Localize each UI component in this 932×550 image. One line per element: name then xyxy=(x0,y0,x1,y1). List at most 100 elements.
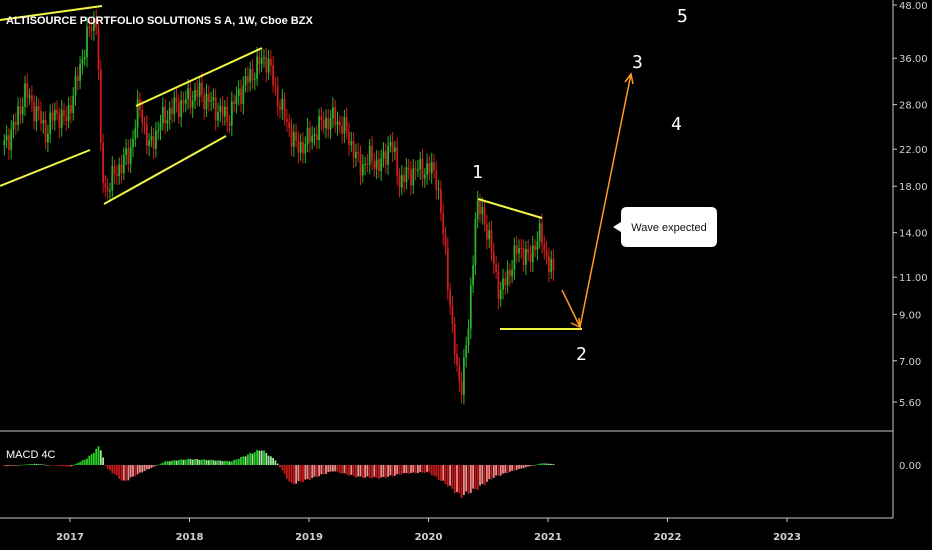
candle-body xyxy=(214,97,217,121)
candle-body xyxy=(58,113,61,129)
macd-bar xyxy=(550,463,553,465)
macd-bar xyxy=(336,465,339,472)
macd-bar xyxy=(320,465,323,475)
macd-bar xyxy=(281,465,284,471)
candle-body xyxy=(334,107,337,126)
time-axis[interactable]: 2017 2018 2019 2020 2021 2022 2023 xyxy=(56,518,801,543)
macd-bar xyxy=(488,465,491,480)
macd-bar xyxy=(396,465,399,475)
macd-bar xyxy=(380,465,383,478)
macd-bar xyxy=(70,465,72,467)
candle-body xyxy=(552,259,555,271)
macd-bar xyxy=(511,465,513,471)
candle-body xyxy=(518,247,520,254)
candle-body xyxy=(247,76,249,83)
candle-body xyxy=(226,106,229,122)
candle-body xyxy=(258,56,261,64)
candle-body xyxy=(37,106,40,111)
candle-body xyxy=(359,153,362,176)
macd-bar xyxy=(28,464,31,465)
macd-bar xyxy=(26,464,29,465)
candle-body xyxy=(511,269,513,277)
candle-body xyxy=(72,95,75,113)
macd-bar xyxy=(189,459,192,465)
candle-body xyxy=(352,141,355,158)
candle-body xyxy=(288,121,291,129)
candle-body xyxy=(178,102,180,117)
macd-bar xyxy=(451,465,454,489)
candle-body xyxy=(297,140,300,153)
candle-body xyxy=(198,82,201,97)
candle-body xyxy=(534,245,536,250)
macd-bar xyxy=(322,465,325,475)
macd-bar xyxy=(302,465,304,483)
candle-body xyxy=(430,162,433,174)
macd-bar xyxy=(329,465,332,472)
macd-bar xyxy=(212,460,215,465)
macd-bar xyxy=(341,465,343,474)
price-tick-label: 7.00 xyxy=(899,357,921,368)
candle-body xyxy=(548,256,550,273)
macd-bar xyxy=(118,465,121,479)
candle-body xyxy=(83,57,86,59)
candle-body xyxy=(483,206,486,225)
macd-bar xyxy=(35,463,38,465)
macd-bar xyxy=(297,465,300,481)
candle-body xyxy=(28,95,31,98)
candle-body xyxy=(320,116,323,121)
candle-body xyxy=(423,174,426,179)
macd-bar xyxy=(458,465,461,494)
macd-bar xyxy=(134,465,137,477)
candle-body xyxy=(166,120,169,124)
candle-body xyxy=(240,88,242,104)
time-tick-label: 2023 xyxy=(773,532,801,543)
macd-bar xyxy=(311,465,314,479)
macd-bar xyxy=(191,459,194,465)
candle-body xyxy=(44,119,47,143)
macd-bar xyxy=(37,464,40,465)
candle-body xyxy=(449,289,451,306)
candle-body xyxy=(446,247,449,290)
time-tick-label: 2019 xyxy=(295,532,323,543)
candle-body xyxy=(378,159,380,172)
projection-arrowhead-2 xyxy=(570,317,581,329)
candle-body xyxy=(93,18,95,31)
macd-bar xyxy=(233,459,235,465)
macd-bar xyxy=(194,459,196,465)
candle-body xyxy=(265,57,268,73)
candle-body xyxy=(499,289,502,299)
price-axis[interactable]: 48.00 36.00 28.00 22.00 18.00 14.00 11.00 9.00 7… xyxy=(893,1,928,409)
macd-bar xyxy=(76,463,79,465)
candle-body xyxy=(465,345,468,358)
macd-bar xyxy=(315,465,318,478)
macd-bar xyxy=(400,465,403,475)
candle-body xyxy=(444,234,447,248)
candle-body xyxy=(235,96,238,104)
candle-body xyxy=(161,106,164,124)
candle-body xyxy=(129,147,132,164)
macd-bar xyxy=(125,465,127,481)
candle-body xyxy=(76,75,79,81)
candle-body xyxy=(26,83,29,98)
candle-body xyxy=(97,27,100,70)
macd-bar xyxy=(352,465,355,476)
macd-bar xyxy=(437,465,440,480)
macd-bar xyxy=(224,460,226,465)
candle-body xyxy=(302,141,304,154)
macd-bar xyxy=(63,465,65,467)
candle-body xyxy=(40,110,42,124)
candle-body xyxy=(35,106,38,122)
candle-body xyxy=(104,183,107,188)
candle-body xyxy=(437,188,440,190)
macd-bar xyxy=(440,465,442,481)
wave-label-5: 5 xyxy=(677,6,688,27)
candle-body xyxy=(21,106,24,115)
candle-body xyxy=(244,76,247,86)
macd-bar xyxy=(24,464,26,466)
candle-body xyxy=(442,212,445,235)
candle-body xyxy=(407,167,410,170)
candle-body xyxy=(476,200,479,220)
candle-body xyxy=(355,152,357,158)
price-tick-label: 48.00 xyxy=(899,1,928,12)
